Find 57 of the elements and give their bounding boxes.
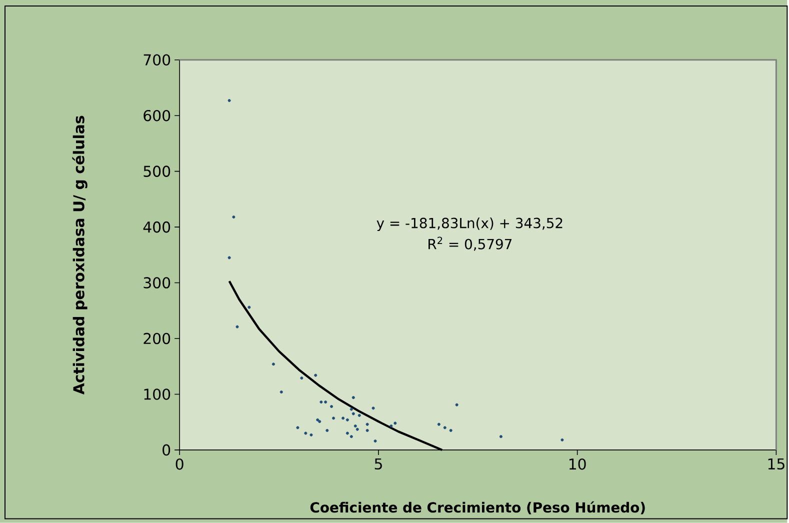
point xyxy=(318,420,322,424)
point xyxy=(374,440,377,443)
point xyxy=(372,406,375,410)
point xyxy=(354,424,357,428)
point xyxy=(332,416,336,420)
point xyxy=(358,414,361,418)
y-tick-label: 500 xyxy=(144,166,170,178)
point xyxy=(324,400,328,404)
y-tick-label: 600 xyxy=(144,110,170,122)
point xyxy=(346,418,349,422)
point xyxy=(280,390,283,394)
y-tick-label: 300 xyxy=(144,277,170,289)
point xyxy=(352,396,355,400)
x-axis-title: Coeficiente de Crecimiento (Peso Húmedo) xyxy=(310,501,645,514)
point xyxy=(356,428,359,431)
point xyxy=(320,400,323,404)
point xyxy=(272,362,275,366)
point xyxy=(346,432,349,435)
x-tick-label: 0 xyxy=(176,458,184,470)
point xyxy=(366,422,369,426)
point xyxy=(300,376,304,380)
point xyxy=(228,256,231,260)
point xyxy=(350,408,353,411)
point xyxy=(350,435,353,438)
point xyxy=(342,416,345,420)
y-axis-title: Actividad peroxidasa U/ g células xyxy=(72,116,88,395)
point xyxy=(366,429,369,432)
y-tick-label: 700 xyxy=(144,54,170,66)
x-tick-label: 15 xyxy=(768,458,784,470)
annotation: y = -181,83Ln(x) + 343,52 xyxy=(376,218,562,232)
y-tick-label: 200 xyxy=(144,332,170,344)
point xyxy=(326,429,329,432)
point xyxy=(560,438,564,442)
x-tick-label: 10 xyxy=(569,458,586,470)
point xyxy=(352,412,355,416)
x-tick-label: 5 xyxy=(374,458,382,470)
point xyxy=(228,99,231,102)
point xyxy=(310,434,313,437)
point xyxy=(248,306,251,309)
point xyxy=(236,325,239,328)
point xyxy=(455,403,458,406)
point xyxy=(394,422,397,425)
y-tick-label: 0 xyxy=(162,444,170,456)
point xyxy=(390,424,393,428)
point xyxy=(449,429,452,432)
y-tick-label: 100 xyxy=(144,388,170,400)
point xyxy=(437,422,440,426)
point xyxy=(330,405,334,408)
point xyxy=(232,216,236,219)
y-tick-label: 400 xyxy=(143,222,170,233)
point xyxy=(296,426,300,430)
annotation: R$^{2}$ = 0,5797 xyxy=(428,236,512,251)
point xyxy=(443,426,446,430)
point xyxy=(304,432,308,435)
point xyxy=(316,418,320,422)
point xyxy=(499,435,502,438)
point xyxy=(314,374,318,377)
